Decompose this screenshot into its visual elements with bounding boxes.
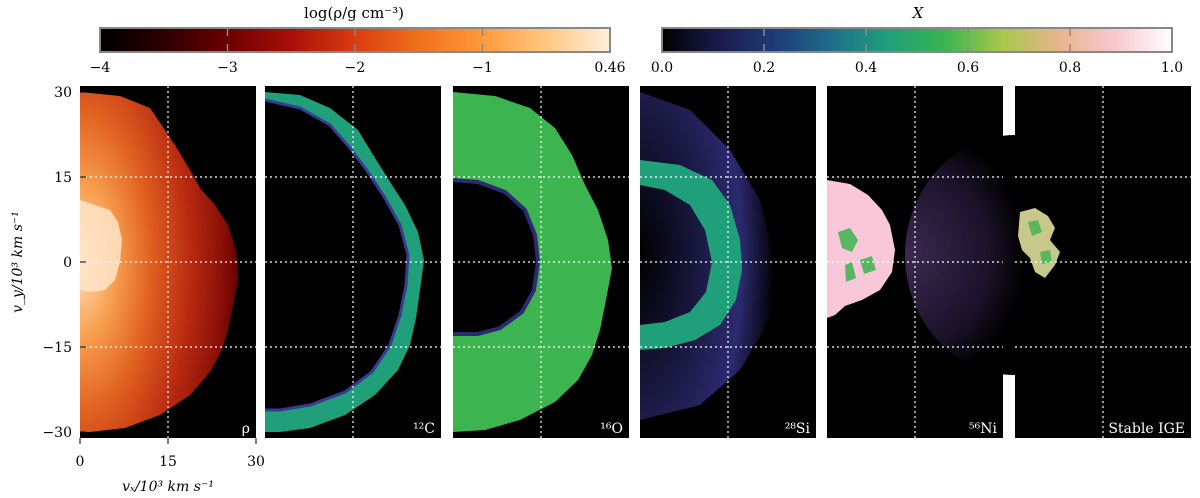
colorbar-tick-label: −1 <box>472 60 493 76</box>
colorbar-tick-label: 0.6 <box>957 60 979 76</box>
o16-shell <box>453 92 612 432</box>
colorbar-x-title: X <box>912 4 925 22</box>
colorbar-tick-label: 0.2 <box>753 60 775 76</box>
density-region <box>80 92 238 432</box>
panel-label-density: ρ <box>242 421 250 437</box>
x-axis-label: vₓ/10³ km s⁻¹ <box>122 479 214 495</box>
colorbar-tick-label: 0.8 <box>1059 60 1081 76</box>
y-tick-label: 0 <box>63 255 72 271</box>
panel-label-carbon-12: ¹²C <box>413 421 435 437</box>
colorbar-tick-label: 0.0 <box>651 60 673 76</box>
si28-shell <box>640 160 742 350</box>
x-tick-label: 15 <box>159 454 177 470</box>
y-tick-label: 30 <box>54 85 72 101</box>
colorbar-density: log(ρ/g cm⁻³) −4 −3 −2 −1 0.46 <box>90 4 626 76</box>
panel-label-silicon-28: ²⁸Si <box>785 421 811 437</box>
colorbar-tick-label: −2 <box>345 60 366 76</box>
colorbar-tick-label: 0.46 <box>594 60 625 76</box>
colorbar-tick-label: 0.4 <box>855 60 877 76</box>
ni56-region <box>827 180 895 318</box>
y-axis-label: v_y/10³ km s⁻¹ <box>10 211 26 313</box>
colorbar-x-bar <box>661 27 1173 53</box>
y-tick-label: 15 <box>54 170 72 186</box>
colorbar-density-title: log(ρ/g cm⁻³) <box>304 4 404 22</box>
x-tick-label: 0 <box>76 454 85 470</box>
ni56-clumps <box>838 228 876 282</box>
colorbar-tick-label: 1.0 <box>1161 60 1183 76</box>
panel-label-stable-iron-group: Stable IGE <box>1108 421 1185 437</box>
panel-label-nickel-56: ⁵⁶Ni <box>969 421 997 437</box>
colorbar-x: X 0.0 0.2 0.4 0.6 0.8 1.0 <box>651 4 1183 76</box>
colorbar-tick-label: −4 <box>90 60 111 76</box>
gridlines <box>80 86 1191 438</box>
density-core <box>80 200 122 292</box>
y-tick-label: −30 <box>42 425 72 441</box>
ige-halo <box>905 135 1125 375</box>
x-tick-label: 30 <box>247 454 265 470</box>
y-tick-label: −15 <box>42 340 72 356</box>
colorbar-tick-label: −3 <box>217 60 238 76</box>
panel-label-oxygen-16: ¹⁶O <box>600 421 623 437</box>
c12-shell <box>265 92 424 432</box>
